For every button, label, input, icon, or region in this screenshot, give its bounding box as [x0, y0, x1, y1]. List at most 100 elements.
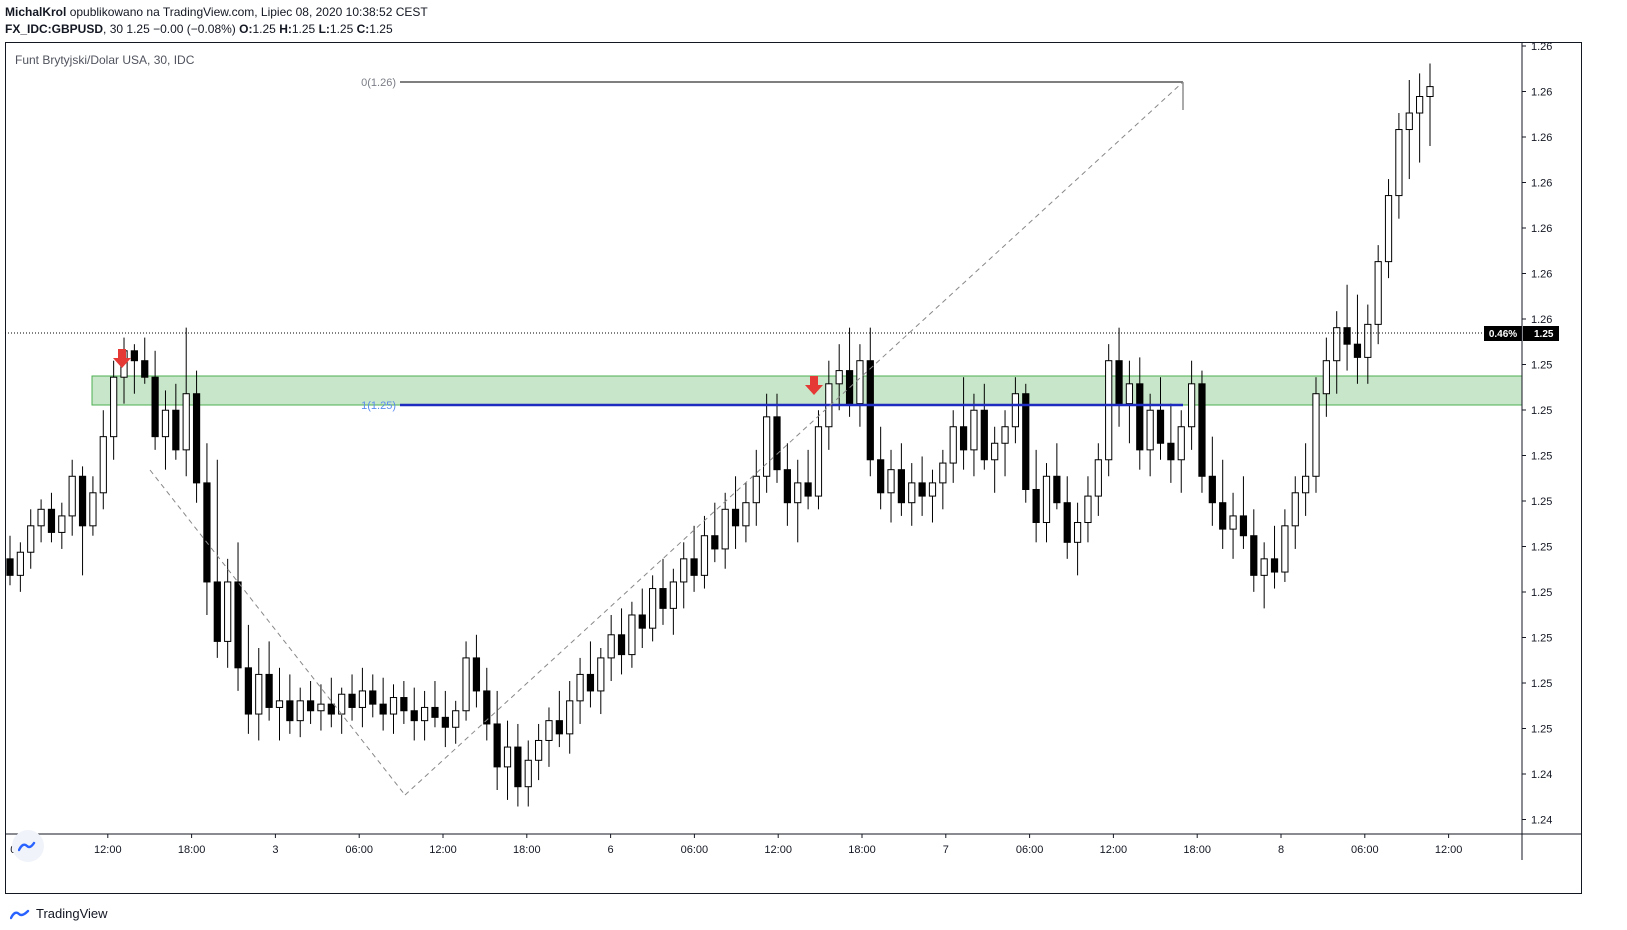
candle-body [856, 360, 864, 405]
fib-level-1-label: 1(1.25) [361, 400, 396, 412]
candle-body [555, 720, 563, 735]
candle-body [400, 697, 408, 712]
candle-body [441, 716, 449, 728]
candle-body [296, 700, 304, 722]
logo-mark-icon [18, 841, 36, 852]
x-tick-label: 18:00 [178, 844, 206, 856]
footer-brand[interactable]: TradingView [10, 906, 108, 921]
candle-body [908, 482, 916, 504]
candles-layer [6, 63, 1434, 807]
change-pct-label: 0.46% [1489, 329, 1517, 340]
x-tick-label: 06:00 [1016, 844, 1044, 856]
tradingview-logo-icon[interactable] [12, 830, 44, 862]
candle-body [1198, 383, 1206, 477]
candle-body [638, 614, 646, 629]
candle-body [327, 703, 335, 715]
candle-body [711, 535, 719, 550]
candle-body [1343, 327, 1351, 345]
high-value: 1.25 [291, 22, 316, 36]
candle-body [928, 482, 937, 497]
candle-body [369, 690, 377, 705]
candle-body [1219, 502, 1227, 530]
candle-body [1063, 502, 1071, 543]
y-tick-label: 1.26 [1531, 178, 1552, 190]
candle-body [255, 673, 263, 715]
candle-body [1270, 558, 1279, 573]
candle-body [1229, 515, 1237, 530]
candle-body [939, 462, 947, 484]
candle-body [420, 706, 429, 722]
candle-body [224, 581, 232, 642]
footer-brand-label: TradingView [36, 906, 108, 921]
y-tick-label: 1.25 [1531, 633, 1552, 645]
x-tick-label: 12:00 [1435, 844, 1463, 856]
candle-body [804, 482, 812, 497]
trend-line-up [404, 81, 1184, 796]
low-label: L: [318, 22, 330, 36]
candle-body [1395, 129, 1403, 197]
candle-body [110, 376, 118, 438]
candle-body [1208, 475, 1216, 504]
candle-body [275, 700, 284, 708]
y-tick-label: 1.25 [1531, 405, 1552, 417]
candle-body [877, 459, 885, 494]
candle-body [182, 393, 190, 451]
candle-body [1022, 393, 1030, 490]
x-tick-label: 12:00 [94, 844, 122, 856]
candle-body [1001, 426, 1009, 444]
candle-body [1011, 393, 1020, 428]
down-arrow-icon [113, 349, 131, 368]
candle-body [649, 588, 657, 629]
candle-body [58, 515, 66, 533]
chart-frame[interactable] [5, 42, 1582, 894]
x-tick-label: 8 [1278, 844, 1284, 856]
y-tick-label: 1.26 [1531, 314, 1552, 326]
y-tick-label: 1.24 [1531, 815, 1552, 827]
x-tick-label: 6 [608, 844, 614, 856]
candle-body [1239, 515, 1248, 537]
candle-body [586, 673, 595, 692]
candle-body [379, 703, 387, 715]
y-tick-label: 1.25 [1531, 542, 1552, 554]
candle-body [1084, 495, 1092, 524]
x-tick-label: 7 [943, 844, 949, 856]
candle-body [389, 697, 398, 715]
candle-body [1353, 343, 1362, 358]
x-tick-label: 12:00 [429, 844, 457, 856]
candle-body [866, 360, 874, 461]
candle-body [731, 508, 740, 527]
candle-body [244, 667, 253, 715]
y-tick-label: 1.25 [1531, 496, 1552, 508]
candle-body [721, 508, 729, 550]
candle-body [483, 690, 491, 725]
candle-body [1312, 393, 1320, 477]
candle-body [576, 673, 584, 702]
symbol-info: FX_IDC:GBPUSD, 30 1.25 −0.00 (−0.08%) O:… [5, 22, 393, 36]
x-tick-label: 12:00 [764, 844, 792, 856]
candle-body [752, 475, 760, 504]
candle-body [773, 416, 781, 471]
candle-body [1053, 475, 1061, 504]
candle-body [78, 475, 87, 527]
candle-body [317, 703, 325, 712]
candle-body [887, 469, 895, 494]
x-tick-label: 18:00 [513, 844, 541, 856]
resistance-zone [91, 375, 1523, 406]
candle-body [192, 393, 201, 484]
candle-body [493, 723, 501, 768]
author-name: MichalKrol [5, 5, 67, 19]
candle-body [814, 426, 823, 497]
tradingview-brand-icon [10, 909, 30, 919]
candle-body [742, 502, 750, 527]
candle-body [783, 469, 791, 504]
candle-body [1333, 327, 1341, 362]
x-tick-label: 06:00 [681, 844, 709, 856]
candle-body [1405, 112, 1413, 131]
y-tick-label: 1.26 [1531, 269, 1552, 281]
candle-body [27, 525, 35, 553]
candle-body [659, 588, 667, 609]
candle-body [1281, 525, 1289, 573]
publish-info: MichalKrol opublikowano na TradingView.c… [5, 5, 428, 19]
candle-body [628, 614, 636, 656]
